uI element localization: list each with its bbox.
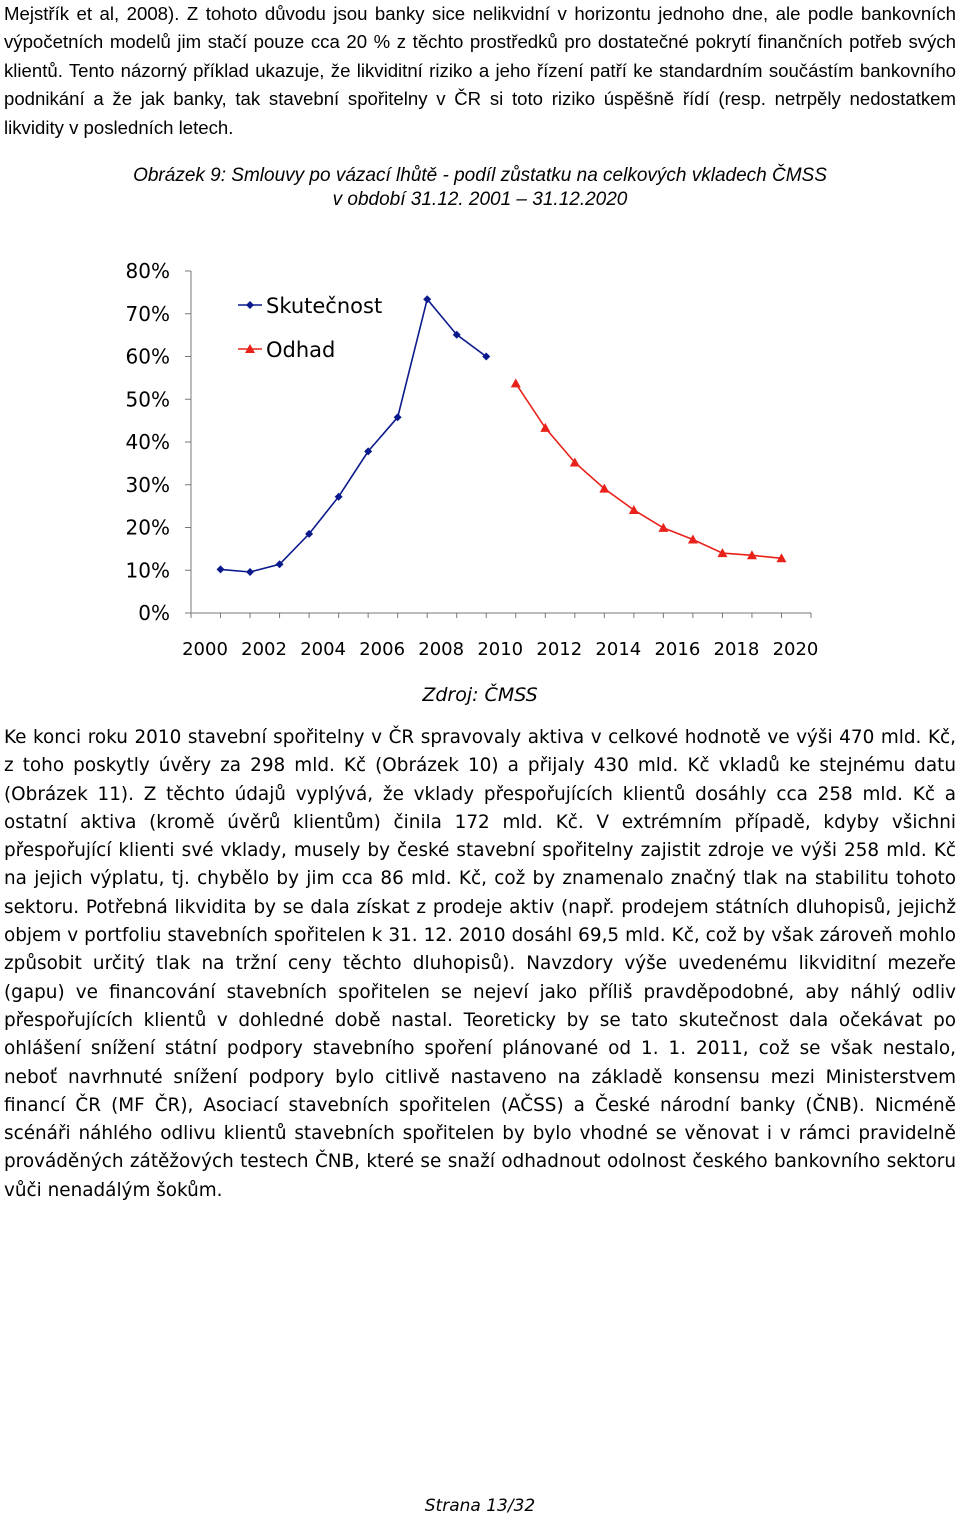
data-point-triangle [540,422,551,432]
x-tick-label: 2018 [714,639,760,660]
data-point-diamond [334,492,343,501]
figure-caption: Obrázek 9: Smlouvy po vázací lhůtě - pod… [40,164,920,212]
y-tick-label: 30% [126,473,170,497]
series-line [515,382,782,560]
y-tick-label: 70% [126,302,170,326]
data-point-diamond [482,352,491,361]
x-tick-label: 2010 [477,639,523,660]
figure-caption-line-2: v období 31.12. 2001 – 31.12.2020 [332,189,628,210]
series-line [220,297,487,573]
y-tick-label: 40% [126,430,170,454]
x-tick-label: 2002 [241,639,287,660]
data-point-triangle [510,378,521,388]
x-tick-label: 2014 [595,639,641,660]
x-tick-label: 2006 [359,639,405,660]
data-point-triangle [245,344,255,353]
data-point-diamond [423,295,432,304]
data-point-diamond [305,529,314,538]
body-paragraph-top: Mejstřík et al, 2008). Z tohoto důvodu j… [4,3,956,138]
data-point-triangle [687,534,698,544]
x-tick-label: 2020 [773,639,819,660]
data-point-diamond [364,447,373,456]
data-point-diamond [216,565,225,574]
legend-label: Skutečnost [266,294,382,318]
data-point-triangle [599,483,610,493]
y-tick-label: 0% [138,601,170,625]
data-point-triangle [717,548,728,558]
x-tick-label: 2008 [418,639,464,660]
x-tick-label: 2016 [654,639,700,660]
data-point-triangle [569,457,580,467]
x-tick-label: 2012 [536,639,582,660]
x-tick-label: 2004 [300,639,346,660]
data-point-triangle [628,504,639,514]
data-point-diamond [393,413,402,422]
y-tick-label: 50% [126,387,170,411]
y-tick-label: 20% [126,516,170,540]
y-tick-label: 10% [126,558,170,582]
data-point-diamond [452,330,461,339]
y-tick-label: 80% [126,259,170,283]
y-tick-label: 60% [126,345,170,369]
data-point-diamond [275,560,284,569]
legend-label: Odhad [266,338,335,362]
data-point-triangle [658,522,669,532]
figure-source: Zdroj: ČMSS [422,684,538,706]
data-point-diamond [246,567,255,576]
figure-caption-line-1: Obrázek 9: Smlouvy po vázací lhůtě - pod… [133,165,827,186]
data-point-triangle [746,550,757,560]
page-number: Strana 13/32 [424,1496,536,1516]
data-point-diamond [246,301,254,309]
body-paragraph: Ke konci roku 2010 stavební spořitelny v… [4,727,956,1201]
x-tick-label: 2000 [182,639,228,660]
data-point-triangle [776,553,787,563]
line-chart: 0% 10% 20% 30% 40% 50% 60% 70% 80% 2000 2002 2004 20… [126,259,819,660]
